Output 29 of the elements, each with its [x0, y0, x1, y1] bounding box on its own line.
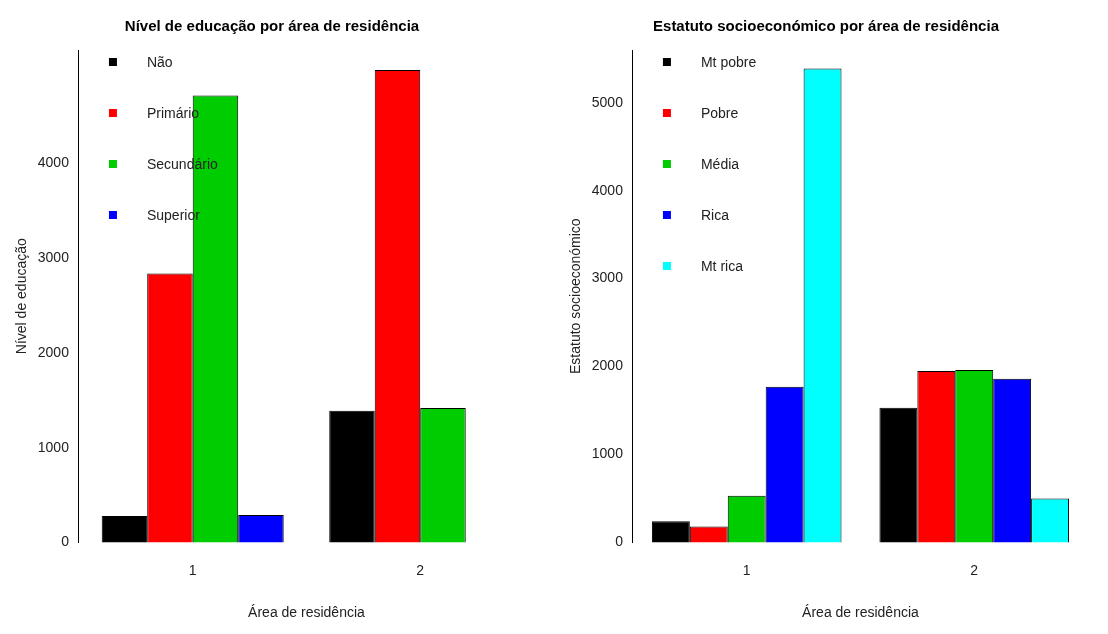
y-tick-label: 4000 [591, 181, 624, 198]
x-tick-label: 1 [742, 561, 751, 578]
y-tick-label: 0 [615, 533, 624, 550]
legend-label: Mt rica [700, 257, 744, 274]
y-tick-label: 3000 [591, 269, 624, 286]
legend-label: Média [700, 155, 740, 172]
y-axis-title: Nível de educação [13, 238, 30, 355]
chart-title: Estatuto socioeconómico por área de residência [653, 17, 1000, 35]
bar [101, 515, 148, 543]
x-tick-label: 2 [416, 561, 425, 578]
y-tick-label: 2000 [591, 357, 624, 374]
y-tick-label: 5000 [591, 93, 624, 110]
y-tick-label: 3000 [37, 249, 70, 266]
chart-title: Nível de educação por área de residência [124, 17, 420, 35]
x-tick-label: 1 [188, 561, 197, 578]
y-tick-label: 0 [61, 533, 70, 550]
x-tick-label: 2 [970, 561, 979, 578]
legend-label: Não [146, 53, 173, 70]
bar [879, 407, 918, 543]
legend-label: Rica [700, 206, 730, 223]
legend-label: Mt pobre [700, 53, 757, 70]
x-axis-title: Área de residência [248, 604, 366, 621]
y-tick-label: 1000 [37, 438, 70, 455]
y-axis-title: Estatuto socioeconómico [567, 218, 584, 375]
y-tick-label: 4000 [37, 154, 70, 171]
y-tick-label: 1000 [591, 445, 624, 462]
y-tick-label: 2000 [37, 343, 70, 360]
legend-label: Pobre [700, 104, 739, 121]
x-axis-title: Área de residência [802, 604, 920, 621]
